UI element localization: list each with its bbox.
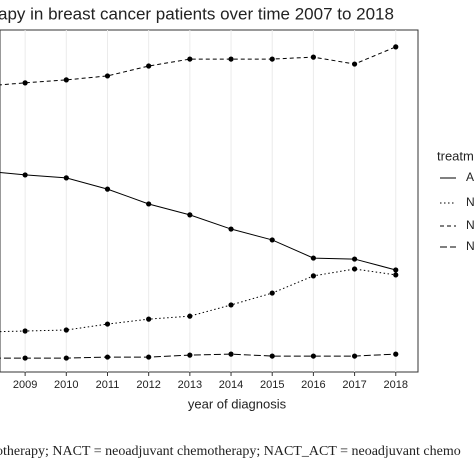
point	[310, 54, 316, 60]
legend-label: N	[466, 195, 474, 209]
legend-title: treatm	[437, 148, 474, 163]
legend-label: N	[466, 239, 474, 253]
point	[22, 172, 28, 178]
point	[269, 237, 275, 243]
point	[351, 61, 358, 67]
point	[393, 44, 399, 50]
point	[351, 266, 358, 272]
point	[104, 321, 111, 327]
point	[22, 328, 28, 334]
point	[146, 354, 152, 360]
point	[269, 290, 275, 296]
point	[393, 351, 399, 357]
x-tick-label: 2018	[384, 379, 408, 391]
x-tick-label: 2010	[54, 379, 78, 391]
x-tick-label: 2016	[301, 379, 325, 391]
point	[228, 351, 234, 357]
point	[22, 80, 28, 86]
series-line	[0, 46, 396, 86]
point	[104, 354, 111, 360]
x-tick-label: 2014	[219, 379, 243, 391]
chart-title: apy in breast cancer patients over time …	[0, 4, 394, 23]
point	[146, 316, 152, 322]
point	[63, 77, 69, 83]
point	[310, 273, 316, 279]
point	[187, 56, 193, 62]
plot-panel	[0, 29, 419, 373]
point	[351, 256, 358, 262]
x-tick-label: 2015	[260, 379, 284, 391]
legend-label: N	[466, 218, 474, 232]
point	[310, 255, 316, 261]
point	[228, 226, 234, 232]
point	[393, 267, 399, 273]
x-tick-label: 2009	[13, 379, 37, 391]
x-tick-label: 2013	[178, 379, 202, 391]
point	[228, 56, 234, 62]
point	[146, 201, 152, 207]
point	[393, 272, 399, 278]
point	[187, 212, 193, 218]
point	[351, 353, 358, 359]
point	[310, 353, 316, 359]
point	[269, 353, 275, 359]
point	[187, 352, 193, 358]
point	[63, 327, 69, 333]
legend-label: A	[466, 170, 474, 184]
x-axis-title: year of diagnosis	[188, 396, 287, 411]
point	[228, 302, 234, 308]
point	[63, 355, 69, 361]
x-tick-label: 2011	[96, 379, 120, 391]
point	[104, 186, 111, 192]
point	[104, 73, 111, 79]
x-tick-label: 2012	[136, 379, 160, 391]
point	[187, 313, 193, 319]
x-tick-label: 2017	[342, 379, 366, 391]
point	[269, 56, 275, 62]
point	[22, 355, 28, 361]
series-line	[0, 268, 396, 333]
point	[146, 63, 152, 69]
point	[63, 175, 69, 181]
caption: otherapy; NACT = neoadjuvant chemotherap…	[0, 444, 461, 459]
